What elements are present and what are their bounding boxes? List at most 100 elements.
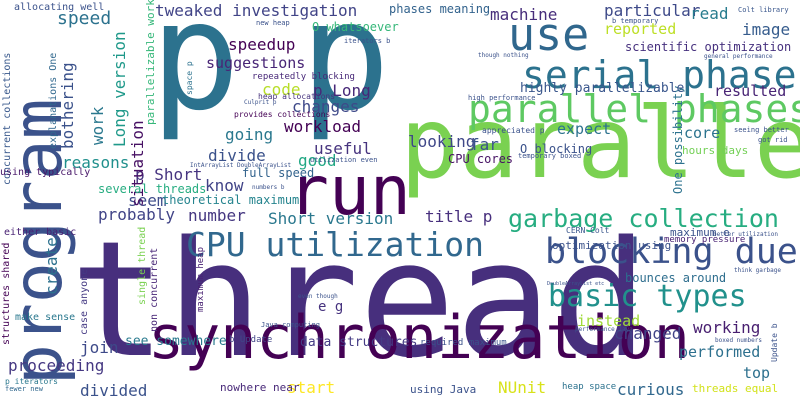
word-cloud-word: phases meaning: [389, 2, 491, 16]
word-cloud-word: code: [262, 80, 301, 99]
word-cloud-word: particular: [604, 1, 701, 20]
word-cloud-word: make sense: [15, 312, 76, 323]
word-cloud-word: though nothing: [478, 52, 529, 59]
word-cloud-word: use: [508, 8, 590, 61]
word-cloud-word: blocking due: [545, 232, 798, 272]
word-cloud-word: bothering: [58, 62, 77, 149]
word-cloud-word: know: [205, 176, 244, 195]
word-cloud-word: case anyone: [79, 268, 90, 335]
word-cloud-word: reasons: [62, 153, 130, 172]
word-cloud-word: high performance: [468, 94, 536, 102]
word-cloud-word: divide: [208, 146, 266, 165]
word-cloud-word: optimization using: [552, 239, 672, 252]
word-cloud-word: utilization even: [310, 156, 378, 164]
word-cloud-word: non concurrent: [149, 247, 160, 332]
word-cloud-word: start: [287, 378, 336, 397]
word-cloud-word: serial phase: [522, 53, 797, 97]
word-cloud-word: Colt library: [738, 6, 789, 14]
word-cloud-word: iterators b: [344, 37, 391, 45]
word-cloud-word: p: [300, 0, 391, 144]
word-cloud-word: One possibility: [671, 85, 685, 194]
word-cloud-word: bounces around: [625, 271, 727, 285]
word-cloud-word: heap space: [562, 382, 617, 392]
word-cloud-word: title p: [425, 207, 493, 226]
word-cloud-word: O whatsoever: [312, 20, 399, 34]
word-cloud-word: O blocking: [520, 142, 593, 156]
word-cloud-word: single thread: [137, 226, 148, 305]
word-cloud-word: CPU utilization: [186, 225, 485, 264]
word-cloud-word: thread: [70, 206, 648, 393]
word-cloud-word: curious: [617, 380, 685, 399]
word-cloud-word: using Java: [410, 383, 477, 396]
word-cloud-word: general performance: [704, 53, 773, 60]
word-cloud-word: performed: [679, 343, 761, 361]
word-cloud-word: parallel phases: [468, 87, 800, 131]
word-cloud-word: number: [188, 206, 246, 225]
word-cloud-word: suggestions: [206, 54, 306, 72]
word-cloud-word: p Long: [313, 81, 371, 100]
word-cloud-word: image: [742, 20, 791, 39]
word-cloud-word: p iterators: [5, 377, 58, 386]
word-cloud-word: numbers b: [252, 184, 285, 191]
word-cloud-word: new heap: [256, 19, 290, 27]
word-cloud-word: got rid: [758, 136, 788, 144]
word-cloud-word: CPU cores: [448, 152, 514, 166]
word-cloud-word: seeing better: [734, 126, 789, 134]
word-cloud-word: nowhere near: [220, 381, 300, 394]
word-cloud-word: CERN Colt: [566, 226, 610, 235]
word-cloud-word: using typically: [0, 167, 91, 178]
word-cloud-word: better utilization: [713, 231, 779, 238]
word-cloud-word: NUnit: [498, 378, 547, 397]
word-cloud-word: heap allocations: [258, 92, 336, 101]
word-cloud-word: going: [225, 125, 274, 144]
word-cloud-word: data structures: [300, 335, 418, 350]
word-cloud-word: work: [88, 106, 107, 145]
word-cloud-word: maximum e: [670, 226, 730, 239]
word-cloud-word: machine: [490, 5, 558, 24]
word-cloud-word: p Short: [135, 165, 203, 184]
word-cloud-word: Long version: [110, 31, 129, 147]
word-cloud-word: reported: [604, 20, 677, 38]
word-cloud-word: several threads: [98, 182, 207, 196]
word-cloud-word: top: [743, 364, 771, 382]
word-cloud-word: see somewhere: [125, 334, 227, 349]
word-cloud-word: create: [42, 237, 61, 295]
word-cloud-word: parallel: [400, 87, 800, 201]
word-cloud-word: e g: [318, 299, 344, 315]
word-cloud-word: working: [693, 318, 761, 337]
word-cloud-word: Culprit p: [244, 99, 277, 106]
word-cloud-word: expect: [557, 120, 612, 138]
word-cloud-word: join: [80, 338, 119, 357]
word-cloud-word: appreciated p: [482, 126, 545, 135]
word-cloud-word: temporary boxed: [518, 152, 582, 160]
word-cloud-word: memory pressure: [664, 235, 746, 245]
word-cloud-word: core: [684, 124, 721, 142]
word-cloud-word: parallelizable work: [144, 0, 157, 125]
word-cloud-word: Update b: [770, 323, 779, 362]
word-cloud-word: highly parallelizable: [520, 81, 685, 96]
word-cloud-word: either basic: [4, 227, 77, 238]
word-cloud-word: scientific optimization: [625, 40, 792, 54]
word-cloud-word: explanations One: [48, 52, 59, 149]
word-cloud-word: repeatedly blocking: [252, 72, 355, 82]
word-cloud-word: workload: [284, 117, 362, 136]
word-cloud-word: Short version: [268, 209, 394, 228]
word-cloud-word: b temporary: [612, 17, 659, 25]
word-cloud-word: maximum heap: [196, 246, 206, 312]
word-cloud-word: Java computing: [261, 321, 321, 329]
word-cloud-word: hours days: [682, 144, 749, 157]
word-cloud-word: performance Java: [575, 326, 633, 333]
word-cloud-word: run: [288, 152, 411, 231]
word-cloud-word: probably: [98, 205, 176, 224]
word-cloud-word: even though: [298, 293, 338, 300]
word-cloud-word: theoretical maximum: [162, 193, 300, 207]
word-cloud-word: proceeding: [8, 356, 105, 375]
word-cloud-word: boxed numbers: [715, 337, 762, 344]
word-cloud-word: IntArrayList DoubleArrayList: [190, 162, 292, 169]
word-cloud-word: seem: [128, 191, 167, 210]
word-cloud-word: b Update: [229, 335, 273, 345]
word-cloud-word: full speed: [242, 166, 315, 180]
word-cloud-word: allocating well: [14, 2, 105, 13]
word-cloud-word: DoubleArrayList etc: [547, 281, 605, 287]
